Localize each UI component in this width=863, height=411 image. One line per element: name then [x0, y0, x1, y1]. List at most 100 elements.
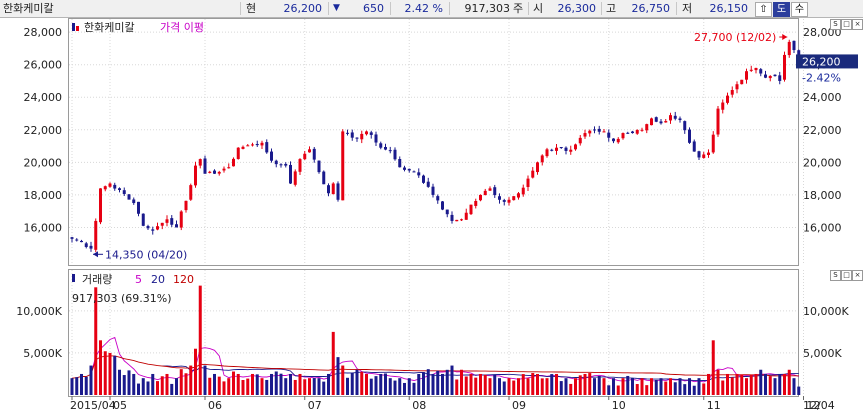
volume-bar — [536, 373, 539, 395]
volume-bar — [464, 376, 468, 395]
volume-bar — [640, 378, 644, 395]
candle-body — [336, 183, 340, 200]
volume-bar — [251, 373, 254, 395]
axis-labels: 16,000 16,000 18,000 18,000 20,000 20,000 22,0… — [16, 26, 849, 411]
candle-body — [137, 201, 140, 214]
volume-bar — [445, 369, 449, 395]
candle-body — [236, 147, 240, 160]
volume-bar — [127, 370, 131, 395]
volume-bar — [89, 365, 93, 395]
volume-bar — [469, 373, 473, 395]
volume-bar — [246, 378, 250, 395]
volume-bar — [70, 378, 74, 395]
candle-body — [593, 129, 596, 131]
candle-body — [502, 200, 506, 202]
volume-tick-right: 5,000K — [803, 347, 842, 360]
volume-bar — [151, 373, 155, 395]
moving-average-label[interactable]: 가격 이평 — [160, 21, 204, 34]
candle-body — [612, 138, 615, 142]
ma120-label[interactable]: 120 — [173, 273, 194, 286]
volume-bar — [75, 377, 79, 395]
volume-bar — [597, 375, 601, 395]
candle-body — [151, 229, 155, 231]
su-button[interactable]: 수 — [791, 2, 808, 17]
candle-body — [645, 124, 649, 131]
volume-bar — [559, 381, 563, 395]
candle-body — [122, 190, 126, 194]
price-settings-button[interactable]: S — [830, 19, 841, 30]
candle-body — [222, 168, 226, 171]
do-button[interactable]: 도 — [773, 2, 790, 17]
candle-body — [317, 160, 321, 173]
candle-body — [631, 131, 634, 134]
volume-bar — [441, 373, 444, 395]
candle-body — [398, 159, 402, 168]
time-tick-label: 11 — [707, 399, 721, 411]
candle-body — [450, 214, 454, 221]
candle-body — [697, 151, 701, 158]
volume-bar — [198, 285, 202, 395]
volume-bar — [369, 378, 373, 395]
time-tick-label: 09 — [512, 399, 526, 411]
volume-bar — [84, 376, 88, 395]
volume-bar — [80, 373, 83, 395]
ma5-label[interactable]: 5 — [135, 273, 142, 286]
volume-bar — [764, 373, 767, 395]
volume-bar — [612, 378, 615, 395]
volume-bar — [493, 374, 497, 395]
ma20-label[interactable]: 20 — [151, 273, 165, 286]
volume-bar — [593, 378, 596, 395]
price-maximize-button[interactable]: □ — [841, 19, 852, 30]
volume-bar — [122, 375, 126, 395]
candle-body — [75, 239, 79, 241]
volume-bar — [146, 381, 150, 395]
candle-body — [521, 187, 525, 195]
stock-name[interactable]: 한화케미칼 — [3, 2, 54, 15]
current-label: 현 — [246, 2, 257, 15]
volume-bar — [759, 369, 763, 395]
volume-bar — [635, 384, 639, 395]
candle-body — [312, 148, 316, 160]
candle-body — [298, 159, 302, 172]
open-price: 26,300 — [557, 2, 597, 15]
candle-body — [683, 121, 687, 131]
volume-bar-icon — [72, 274, 75, 282]
volume-bar — [132, 373, 136, 395]
volume-bar — [664, 381, 668, 395]
volume-maximize-button[interactable]: □ — [841, 270, 852, 281]
candle-body — [778, 75, 782, 81]
price-close-button[interactable]: × — [852, 19, 863, 30]
chart-canvas[interactable]: 16,000 16,000 18,000 18,000 20,000 20,000 22,0… — [0, 18, 863, 411]
scroll-up-button[interactable]: ⇧ — [755, 2, 772, 17]
candle-body — [688, 129, 691, 143]
candle-body — [455, 219, 459, 222]
high-arrow-head — [782, 34, 788, 41]
volume-tick-left: 10,000K — [16, 305, 62, 318]
volume-bar — [255, 374, 259, 395]
candle-body — [526, 178, 530, 188]
volume-close-button[interactable]: × — [852, 270, 863, 281]
candle-body — [531, 170, 535, 178]
candle-body — [127, 194, 131, 200]
candle-body — [132, 199, 136, 204]
candle-body — [602, 131, 606, 133]
candle-body — [260, 142, 264, 146]
volume-bar — [165, 373, 169, 395]
candle-body — [141, 213, 145, 226]
candle-body — [365, 131, 368, 135]
volume-bar — [673, 382, 677, 395]
candle-body — [246, 145, 250, 147]
candle-body — [80, 240, 83, 243]
price-tick-left: 18,000 — [24, 189, 63, 202]
volume-settings-button[interactable]: S — [830, 270, 841, 281]
candle-body — [569, 149, 573, 152]
candle-body — [441, 201, 444, 210]
volume-bar — [160, 376, 164, 395]
candle-body — [346, 132, 349, 134]
volume-bar — [702, 383, 706, 395]
candle-body — [350, 132, 354, 138]
volume-bar — [227, 378, 231, 395]
volume-bar — [583, 373, 587, 395]
volume-bar — [388, 378, 392, 395]
volume-tick-right: 10,000K — [803, 305, 849, 318]
